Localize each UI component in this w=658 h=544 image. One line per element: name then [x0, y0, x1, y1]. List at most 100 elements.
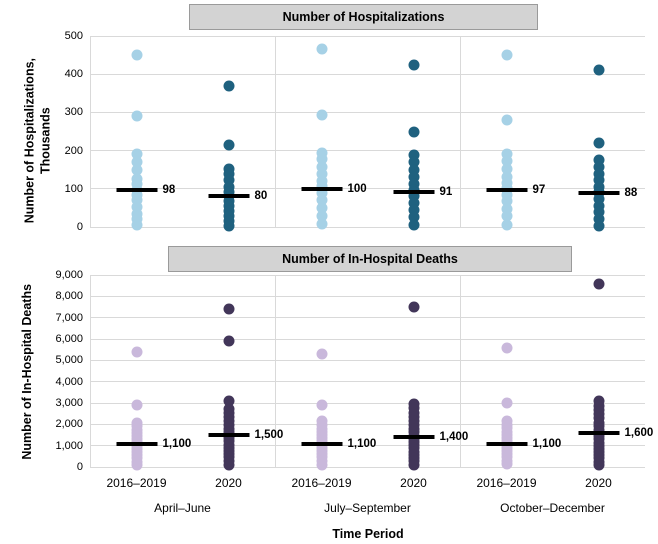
data-point: [593, 137, 604, 149]
y-axis-line: [90, 36, 91, 227]
data-point: [408, 197, 419, 209]
data-point: [408, 149, 419, 161]
median-label: 98: [162, 183, 176, 196]
x-tick-label: 2016–2019: [106, 476, 167, 490]
data-point: [131, 459, 142, 471]
data-point: [501, 163, 512, 175]
gridline: [90, 402, 645, 404]
panel-separator: [460, 275, 461, 467]
gridline: [90, 445, 645, 447]
data-point: [408, 156, 419, 168]
y-tick-label: 200: [64, 144, 83, 157]
data-point: [593, 200, 604, 212]
data-point: [316, 348, 327, 360]
y-tick-label: 0: [76, 221, 83, 233]
data-point: [131, 110, 142, 122]
y-tick-label: 9,000: [55, 269, 83, 281]
data-point: [131, 148, 142, 160]
panel-separator: [275, 36, 276, 227]
median-line: [393, 435, 434, 440]
gridline: [90, 35, 645, 37]
y-tick-label: 6,000: [55, 333, 83, 345]
y-tick-label: 8,000: [55, 290, 83, 303]
median-line: [208, 194, 249, 199]
data-point: [501, 342, 512, 354]
median-line: [578, 191, 619, 196]
data-point: [593, 278, 604, 290]
gridline: [90, 188, 645, 190]
data-point: [316, 43, 327, 55]
x-tick-label: 2020: [400, 476, 427, 490]
y-tick-label: 2,000: [55, 418, 83, 431]
panel-separator: [275, 275, 276, 467]
data-point: [316, 210, 327, 222]
y-tick-label: 100: [64, 182, 83, 195]
x-group-label: July–September: [324, 501, 411, 515]
y-tick-label: 4,000: [55, 375, 83, 388]
x-axis-title: Time Period: [332, 527, 404, 541]
data-point: [593, 161, 604, 173]
gridline: [90, 226, 645, 228]
gridline: [90, 274, 645, 276]
median-line: [116, 187, 157, 192]
gridline: [90, 359, 645, 361]
x-tick-label: 2016–2019: [476, 476, 537, 490]
gridline: [90, 111, 645, 113]
y-tick-label: 1,000: [55, 439, 83, 452]
data-point: [408, 204, 419, 216]
data-point: [131, 208, 142, 220]
gridline: [90, 295, 645, 297]
median-label: 97: [532, 183, 546, 196]
gridline: [90, 150, 645, 152]
data-point: [223, 168, 234, 180]
y-tick-label: 500: [64, 30, 83, 42]
data-point: [316, 153, 327, 165]
hospitalizations-panel-title: Number of Hospitalizations: [189, 4, 538, 30]
x-tick-label: 2020: [215, 476, 242, 490]
data-point: [131, 49, 142, 61]
x-group-label: April–June: [154, 501, 211, 515]
data-point: [408, 126, 419, 137]
y-tick-label: 300: [64, 106, 83, 119]
data-point: [408, 59, 419, 71]
data-point: [593, 193, 604, 205]
data-point: [316, 218, 327, 230]
data-point: [131, 194, 142, 206]
data-point: [408, 301, 419, 313]
data-point: [223, 80, 234, 92]
data-point: [593, 206, 604, 218]
data-point: [223, 220, 234, 232]
data-point: [501, 397, 512, 409]
median-line: [301, 441, 342, 446]
gridline: [90, 338, 645, 340]
data-point: [593, 174, 604, 186]
gridline: [90, 381, 645, 383]
data-point: [408, 164, 419, 176]
data-point: [408, 219, 419, 231]
median-label: 1,400: [439, 431, 469, 444]
data-point: [223, 139, 234, 151]
data-point: [223, 335, 234, 347]
x-tick-label: 2020: [585, 476, 612, 490]
median-label: 1,600: [624, 426, 654, 439]
y-tick-label: 400: [64, 68, 83, 81]
data-point: [501, 171, 512, 183]
data-point: [316, 459, 327, 471]
data-point: [316, 147, 327, 158]
y-tick-label: 5,000: [55, 354, 83, 367]
data-point: [501, 219, 512, 231]
data-point: [501, 195, 512, 207]
panel-separator: [460, 36, 461, 227]
median-line: [578, 430, 619, 435]
median-line: [393, 190, 434, 195]
gridline: [90, 466, 645, 468]
y-tick-label: 0: [76, 461, 83, 473]
data-point: [593, 459, 604, 471]
median-label: 91: [439, 186, 453, 199]
data-point: [131, 346, 142, 358]
data-point: [501, 148, 512, 160]
data-point: [501, 210, 512, 222]
x-tick-label: 2016–2019: [291, 476, 352, 490]
y-axis-line: [90, 275, 91, 467]
